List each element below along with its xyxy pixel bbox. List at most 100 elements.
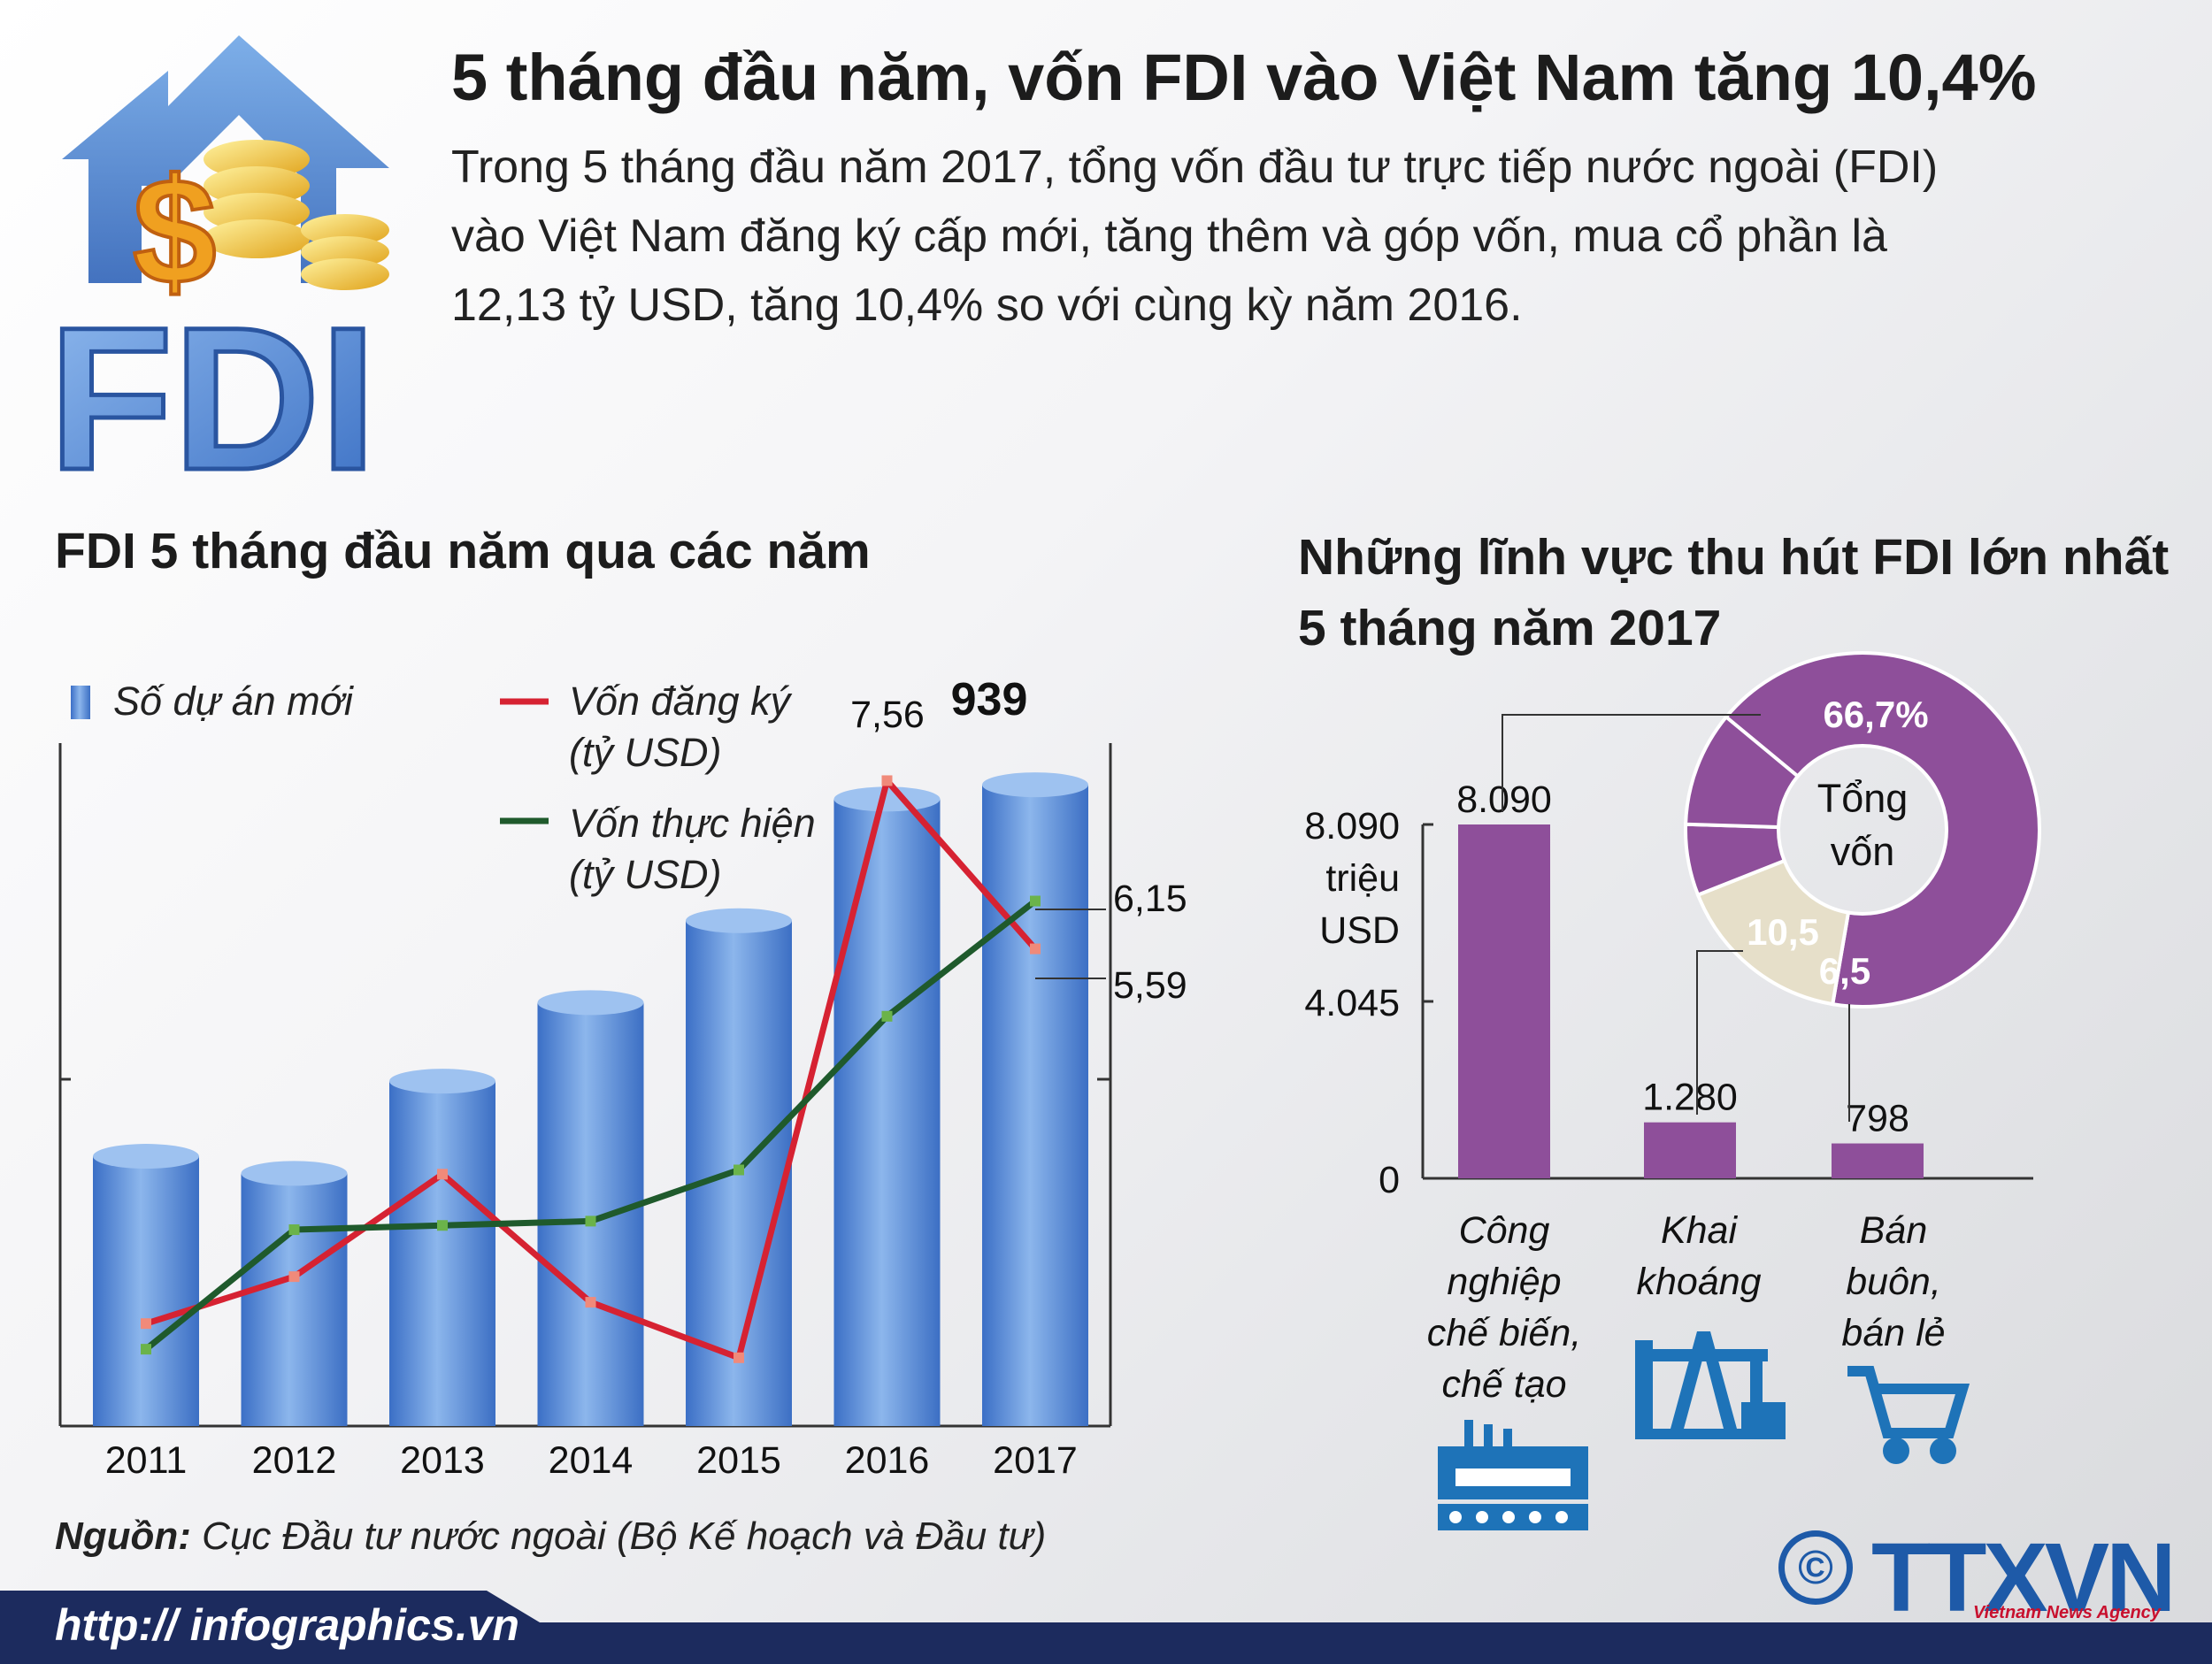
x-tick-label-2015: 2015 bbox=[696, 1439, 781, 1482]
implemented-point-2017 bbox=[1030, 895, 1041, 907]
registered-point-2014 bbox=[585, 1297, 596, 1308]
sector-bar-value-1: 1.280 bbox=[1642, 1077, 1738, 1119]
donut-label-retail: 6,5 bbox=[1819, 950, 1870, 992]
agency-subtitle: Vietnam News Agency bbox=[1973, 1603, 2161, 1622]
agency-logo: TTXVN bbox=[1871, 1523, 2177, 1632]
right-chart-title: Những lĩnh vực thu hút FDI lớn nhất 5 th… bbox=[1298, 522, 2192, 663]
bar-2016 bbox=[833, 799, 941, 1426]
registered-point-2011 bbox=[141, 1318, 151, 1330]
intro-line: Trong 5 tháng đầu năm 2017, tổng vốn đầu… bbox=[451, 142, 1939, 193]
implemented-point-2011 bbox=[141, 1344, 151, 1355]
legend-registered: Vốn đăng ký bbox=[569, 679, 793, 724]
y-tick-label-mid: 4.045 bbox=[1304, 982, 1400, 1024]
category-line: Bán bbox=[1859, 1209, 1928, 1252]
fdi-logo: $ FDI bbox=[47, 35, 389, 495]
category-line: khoáng bbox=[1636, 1261, 1762, 1303]
bar-2014 bbox=[537, 1002, 644, 1426]
sector-bar-value-0: 8.090 bbox=[1456, 778, 1552, 821]
implemented-point-2015 bbox=[733, 1164, 744, 1176]
source-note: Nguồn: Cục Đầu tư nước ngoài (Bộ Kế hoạc… bbox=[55, 1514, 1046, 1559]
donut-label-manufacturing: 66,7% bbox=[1823, 694, 1928, 735]
sector-bar-2 bbox=[1832, 1143, 1924, 1178]
legend-registered-unit: (tỷ USD) bbox=[569, 730, 722, 775]
x-tick-label-2011: 2011 bbox=[105, 1439, 187, 1482]
category-label-mining: Khai khoáng bbox=[1584, 1205, 1814, 1307]
y-tick-label-zero: 0 bbox=[1379, 1159, 1400, 1201]
donut-slice-3 bbox=[1695, 858, 1851, 1007]
donut-label-mining: 10,5 bbox=[1747, 911, 1819, 953]
y-tick-label-max: 8.090 bbox=[1304, 805, 1400, 847]
bar-top-2012 bbox=[241, 1161, 348, 1186]
shopping-cart-icon bbox=[1847, 1366, 1970, 1464]
legend-implemented: Vốn thực hiện bbox=[569, 801, 816, 846]
implemented-point-2014 bbox=[585, 1215, 596, 1227]
donut-slice-0 bbox=[1724, 651, 2041, 1008]
x-tick-label-2013: 2013 bbox=[400, 1439, 485, 1482]
y-axis-unit-1: triệu bbox=[1325, 857, 1400, 900]
sector-bar-0 bbox=[1458, 824, 1550, 1178]
legend-bar-swatch bbox=[71, 686, 90, 719]
source-text: Cục Đầu tư nước ngoài (Bộ Kế hoạch và Đầ… bbox=[190, 1514, 1047, 1558]
right-title-line: 5 tháng năm 2017 bbox=[1298, 600, 1722, 656]
x-tick-label-2012: 2012 bbox=[252, 1439, 337, 1482]
data-label-registered-2017: 5,59 bbox=[1113, 964, 1187, 1007]
connector-line bbox=[1696, 950, 1743, 1115]
left-chart-title: FDI 5 tháng đầu năm qua các năm bbox=[55, 523, 871, 579]
donut-slice-1 bbox=[1684, 714, 1801, 830]
oil-pump-icon bbox=[1635, 1331, 1786, 1439]
data-label-implemented-2017: 6,15 bbox=[1113, 878, 1187, 920]
category-label-manufacturing: Công nghiệp chế biến, chế tạo bbox=[1389, 1205, 1619, 1410]
category-line: nghiệp bbox=[1447, 1261, 1562, 1303]
bar-top-2017 bbox=[982, 772, 1088, 798]
bar-2017 bbox=[982, 785, 1088, 1426]
category-line: bán lẻ bbox=[1841, 1312, 1946, 1354]
factory-icon bbox=[1438, 1420, 1588, 1530]
bar-2012 bbox=[241, 1173, 348, 1426]
page-title: 5 tháng đầu năm, vốn FDI vào Việt Nam tă… bbox=[451, 41, 2037, 114]
y-axis-unit-2: USD bbox=[1319, 909, 1400, 952]
sector-bar-value-2: 798 bbox=[1846, 1098, 1909, 1140]
intro-line: vào Việt Nam đăng ký cấp mới, tăng thêm … bbox=[451, 211, 1887, 262]
arrow-icon bbox=[62, 35, 389, 283]
donut-center-label: Tổng bbox=[1817, 776, 1909, 821]
data-label-projects-2017: 939 bbox=[951, 674, 1028, 725]
bar-2013 bbox=[389, 1081, 495, 1426]
legend-projects: Số dự án mới bbox=[113, 679, 355, 724]
right-title-line: Những lĩnh vực thu hút FDI lớn nhất bbox=[1298, 529, 2170, 586]
registered-point-2013 bbox=[437, 1169, 448, 1180]
connector-line bbox=[1502, 714, 1761, 812]
registered-point-2017 bbox=[1030, 943, 1041, 955]
legend-implemented-unit: (tỷ USD) bbox=[569, 852, 722, 897]
intro-line: 12,13 tỷ USD, tăng 10,4% so với cùng kỳ … bbox=[451, 280, 1523, 331]
registered-point-2012 bbox=[288, 1271, 300, 1283]
bar-top-2016 bbox=[833, 786, 941, 812]
bar-top-2011 bbox=[93, 1144, 199, 1169]
intro-text: Trong 5 tháng đầu năm 2017, tổng vốn đầu… bbox=[451, 133, 2185, 340]
x-tick-label-2014: 2014 bbox=[549, 1439, 634, 1482]
bar-top-2015 bbox=[686, 908, 792, 933]
implemented-point-2016 bbox=[881, 1010, 893, 1022]
footer-url-link[interactable]: http:// infographics.vn bbox=[55, 1600, 519, 1650]
copyright-icon: © bbox=[1778, 1530, 1853, 1605]
data-label-registered-2016: 7,56 bbox=[850, 694, 925, 736]
x-tick-label-2016: 2016 bbox=[845, 1439, 930, 1482]
implemented-point-2012 bbox=[288, 1224, 300, 1236]
bar-top-2014 bbox=[537, 990, 644, 1016]
category-label-retail: Bán buôn, bán lẻ bbox=[1778, 1205, 2008, 1359]
registered-point-2015 bbox=[733, 1352, 744, 1363]
category-line: buôn, bbox=[1846, 1261, 1941, 1303]
source-label: Nguồn: bbox=[55, 1514, 191, 1558]
footer-bar bbox=[0, 1591, 2212, 1664]
x-tick-label-2017: 2017 bbox=[993, 1439, 1078, 1482]
category-line: Khai bbox=[1660, 1209, 1738, 1252]
logo-text: FDI bbox=[49, 285, 377, 495]
registered-point-2016 bbox=[881, 775, 893, 786]
implemented-point-2013 bbox=[437, 1220, 448, 1231]
category-line: Công bbox=[1458, 1209, 1550, 1252]
dollar-icon: $ bbox=[133, 148, 217, 316]
category-line: chế biến, bbox=[1426, 1312, 1582, 1354]
bar-2011 bbox=[93, 1156, 199, 1426]
category-line: chế tạo bbox=[1441, 1363, 1567, 1406]
